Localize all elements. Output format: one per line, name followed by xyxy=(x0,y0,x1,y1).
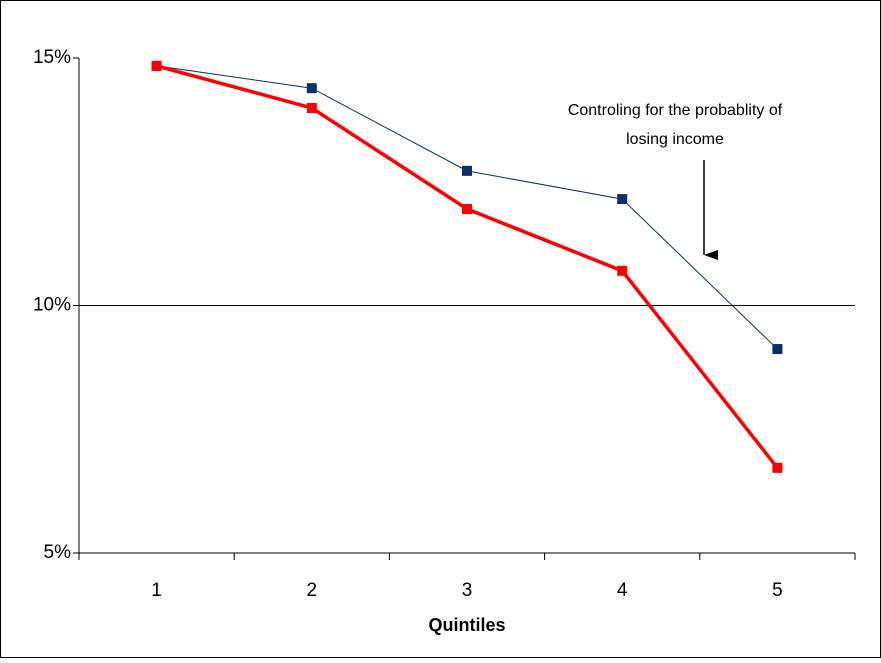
marker xyxy=(617,194,628,205)
annotation: losing income xyxy=(626,131,724,148)
marker xyxy=(617,265,628,276)
x-tick-label: 1 xyxy=(151,580,162,601)
y-tick-label: 5% xyxy=(44,542,72,563)
marker xyxy=(772,462,783,473)
y-tick-label: 10% xyxy=(33,295,71,316)
y-tick-label: 15% xyxy=(33,47,71,68)
x-tick-label: 2 xyxy=(307,580,318,601)
marker xyxy=(306,102,317,113)
x-tick-label: 5 xyxy=(772,580,783,601)
x-tick-label: 3 xyxy=(462,580,473,601)
x-tick-label: 4 xyxy=(617,580,628,601)
marker xyxy=(462,203,472,214)
marker xyxy=(306,83,317,94)
marker xyxy=(151,60,162,71)
x-axis-label: Quintiles xyxy=(428,615,505,635)
marker xyxy=(772,344,783,355)
annotation: Controling for the probablity of xyxy=(568,102,783,119)
marker xyxy=(462,165,472,176)
